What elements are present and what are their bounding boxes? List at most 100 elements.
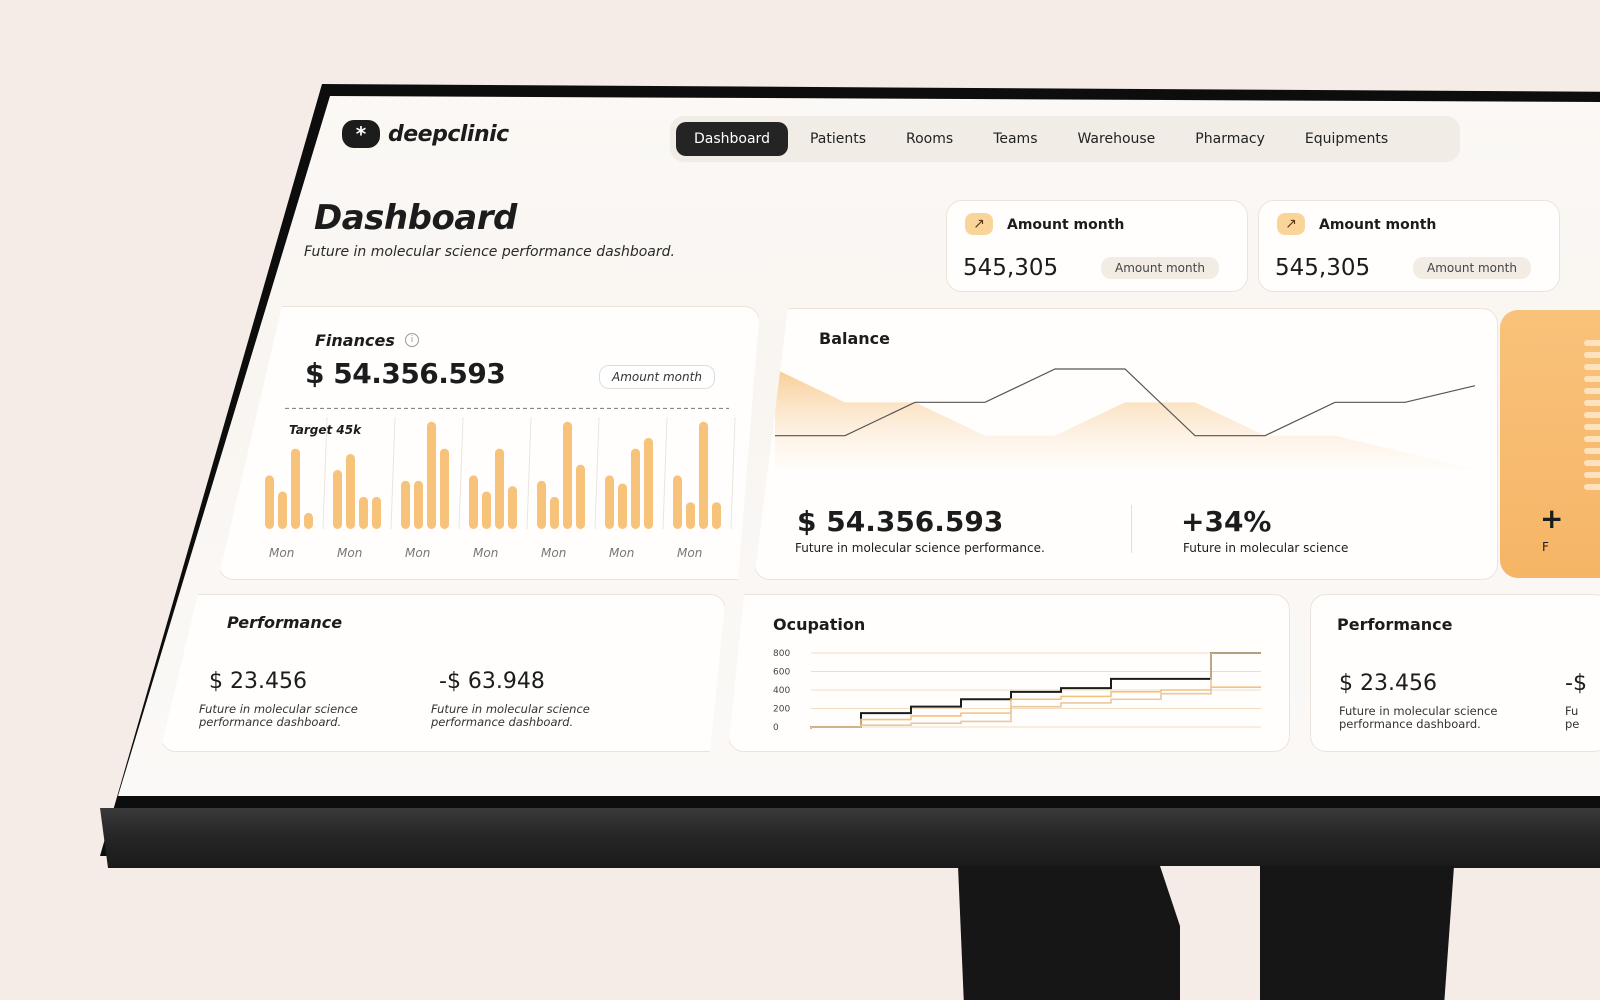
meter-bar: [1584, 436, 1600, 442]
nav-rooms[interactable]: Rooms: [906, 131, 954, 147]
y-tick-label: 800: [773, 649, 790, 659]
bar: [712, 502, 721, 529]
stat-pill[interactable]: Amount month: [1413, 257, 1531, 279]
nav-pharmacy[interactable]: Pharmacy: [1195, 131, 1265, 147]
gridline: [594, 416, 600, 530]
bar: [427, 421, 436, 529]
performance-card: Performance $ 23.456 Future in molecular…: [160, 594, 726, 752]
page-title: Dashboard: [314, 198, 517, 238]
ocupation-series: [810, 686, 1261, 729]
meter-bar: [1584, 388, 1600, 394]
monitor-chin: [100, 808, 1600, 868]
divider: [1131, 505, 1132, 553]
nav-patients[interactable]: Patients: [809, 131, 867, 147]
balance-title: Balance: [819, 329, 890, 348]
bar: [372, 496, 381, 529]
page-subtitle: Future in molecular science performance …: [304, 244, 675, 260]
bar: [495, 448, 504, 529]
gridline: [526, 416, 532, 530]
stat-value: 545,305: [963, 255, 1059, 281]
x-tick-label: Mon: [609, 546, 634, 560]
bar: [508, 486, 517, 529]
nav-teams[interactable]: Teams: [993, 131, 1038, 147]
bar: [440, 448, 449, 529]
nav-equipments[interactable]: Equipments: [1304, 131, 1389, 147]
balance-value-caption: Future in molecular science performance.: [795, 541, 1045, 555]
ocupation-step-chart: 800 600 400 200 0: [773, 649, 1261, 733]
performance-caption-a: Future in molecular science performance …: [1339, 704, 1498, 731]
finances-value: $ 54.356.593: [305, 357, 506, 390]
target-label: Target 45k: [289, 423, 362, 437]
bar: [414, 480, 423, 529]
stat-pill[interactable]: Amount month: [1101, 257, 1219, 279]
bar: [618, 483, 627, 529]
highlight-caption: F: [1542, 540, 1549, 554]
y-tick-label: 0: [773, 723, 779, 733]
bar: [469, 475, 478, 529]
stat-card[interactable]: ↗ Amount month 545,305 Amount month: [1258, 200, 1560, 292]
finances-bar-chart: Mon Mon Mon Mon Mon Mon Mon: [265, 407, 736, 560]
finances-card: Finances i $ 54.356.593 Amount month Tar…: [218, 306, 760, 580]
performance-value-a: $ 23.456: [209, 669, 307, 694]
balance-area-chart: [775, 368, 1476, 469]
gridline: [390, 416, 396, 530]
bar: [359, 496, 368, 529]
bar: [482, 491, 491, 529]
gridline: [730, 416, 736, 530]
bar: [401, 480, 410, 529]
balance-value: $ 54.356.593: [797, 505, 1004, 538]
app-logo[interactable]: * deepclinic: [342, 120, 509, 148]
performance-caption-a: Future in molecular science performance …: [199, 702, 358, 729]
asterisk-icon: *: [342, 120, 380, 148]
bar: [686, 502, 695, 529]
bar: [304, 512, 313, 529]
x-tick-label: Mon: [541, 546, 566, 560]
finances-title: Finances: [315, 331, 395, 350]
info-icon[interactable]: i: [405, 333, 419, 347]
x-tick-label: Mon: [269, 546, 294, 560]
highlight-value: +: [1540, 502, 1564, 535]
bar: [673, 475, 682, 529]
nav-dashboard[interactable]: Dashboard: [676, 122, 788, 156]
meter-bar: [1584, 376, 1600, 382]
bar: [605, 475, 614, 529]
x-tick-label: Mon: [337, 546, 362, 560]
meter-bar: [1584, 484, 1600, 490]
gridline: [458, 416, 464, 530]
bar: [644, 437, 653, 529]
bar: [550, 496, 559, 529]
y-tick-label: 200: [773, 705, 790, 715]
ocupation-card: Ocupation 800 600 400 200 0: [728, 594, 1290, 752]
ocupation-title: Ocupation: [773, 615, 866, 634]
finances-period-pill[interactable]: Amount month: [599, 365, 715, 389]
performance-value-b: -$ 63.948: [439, 669, 545, 694]
highlight-card[interactable]: + F: [1500, 310, 1600, 578]
meter-bar: [1584, 472, 1600, 478]
performance-value-b: -$: [1565, 671, 1587, 696]
balance-card: Balance $ 54.356.593 Future in molecular…: [754, 308, 1498, 580]
gridline: [322, 416, 328, 530]
performance-card-secondary: Performance $ 23.456 Future in molecular…: [1310, 594, 1600, 752]
y-tick-label: 400: [773, 686, 790, 696]
bar: [576, 464, 585, 529]
stat-card[interactable]: ↗ Amount month 545,305 Amount month: [946, 200, 1248, 292]
bar: [563, 421, 572, 529]
nav-warehouse[interactable]: Warehouse: [1077, 131, 1156, 147]
stat-label: Amount month: [1319, 217, 1437, 233]
balance-area: [775, 369, 1475, 469]
ocupation-series: [810, 652, 1261, 729]
performance-caption-b: Future in molecular science performance …: [431, 702, 590, 729]
balance-line: [775, 368, 1476, 437]
stat-label: Amount month: [1007, 217, 1125, 233]
performance-value-a: $ 23.456: [1339, 671, 1437, 696]
top-nav: Dashboard Patients Rooms Teams Warehouse…: [670, 116, 1460, 162]
bar: [291, 448, 300, 529]
ocupation-series: [810, 652, 1261, 729]
y-tick-label: 600: [773, 668, 790, 678]
meter-bar: [1584, 352, 1600, 358]
meter-bar: [1584, 460, 1600, 466]
bar: [631, 448, 640, 529]
meter-bar: [1584, 340, 1600, 346]
x-tick-label: Mon: [473, 546, 498, 560]
performance-caption-b: Fu pe: [1565, 704, 1580, 731]
